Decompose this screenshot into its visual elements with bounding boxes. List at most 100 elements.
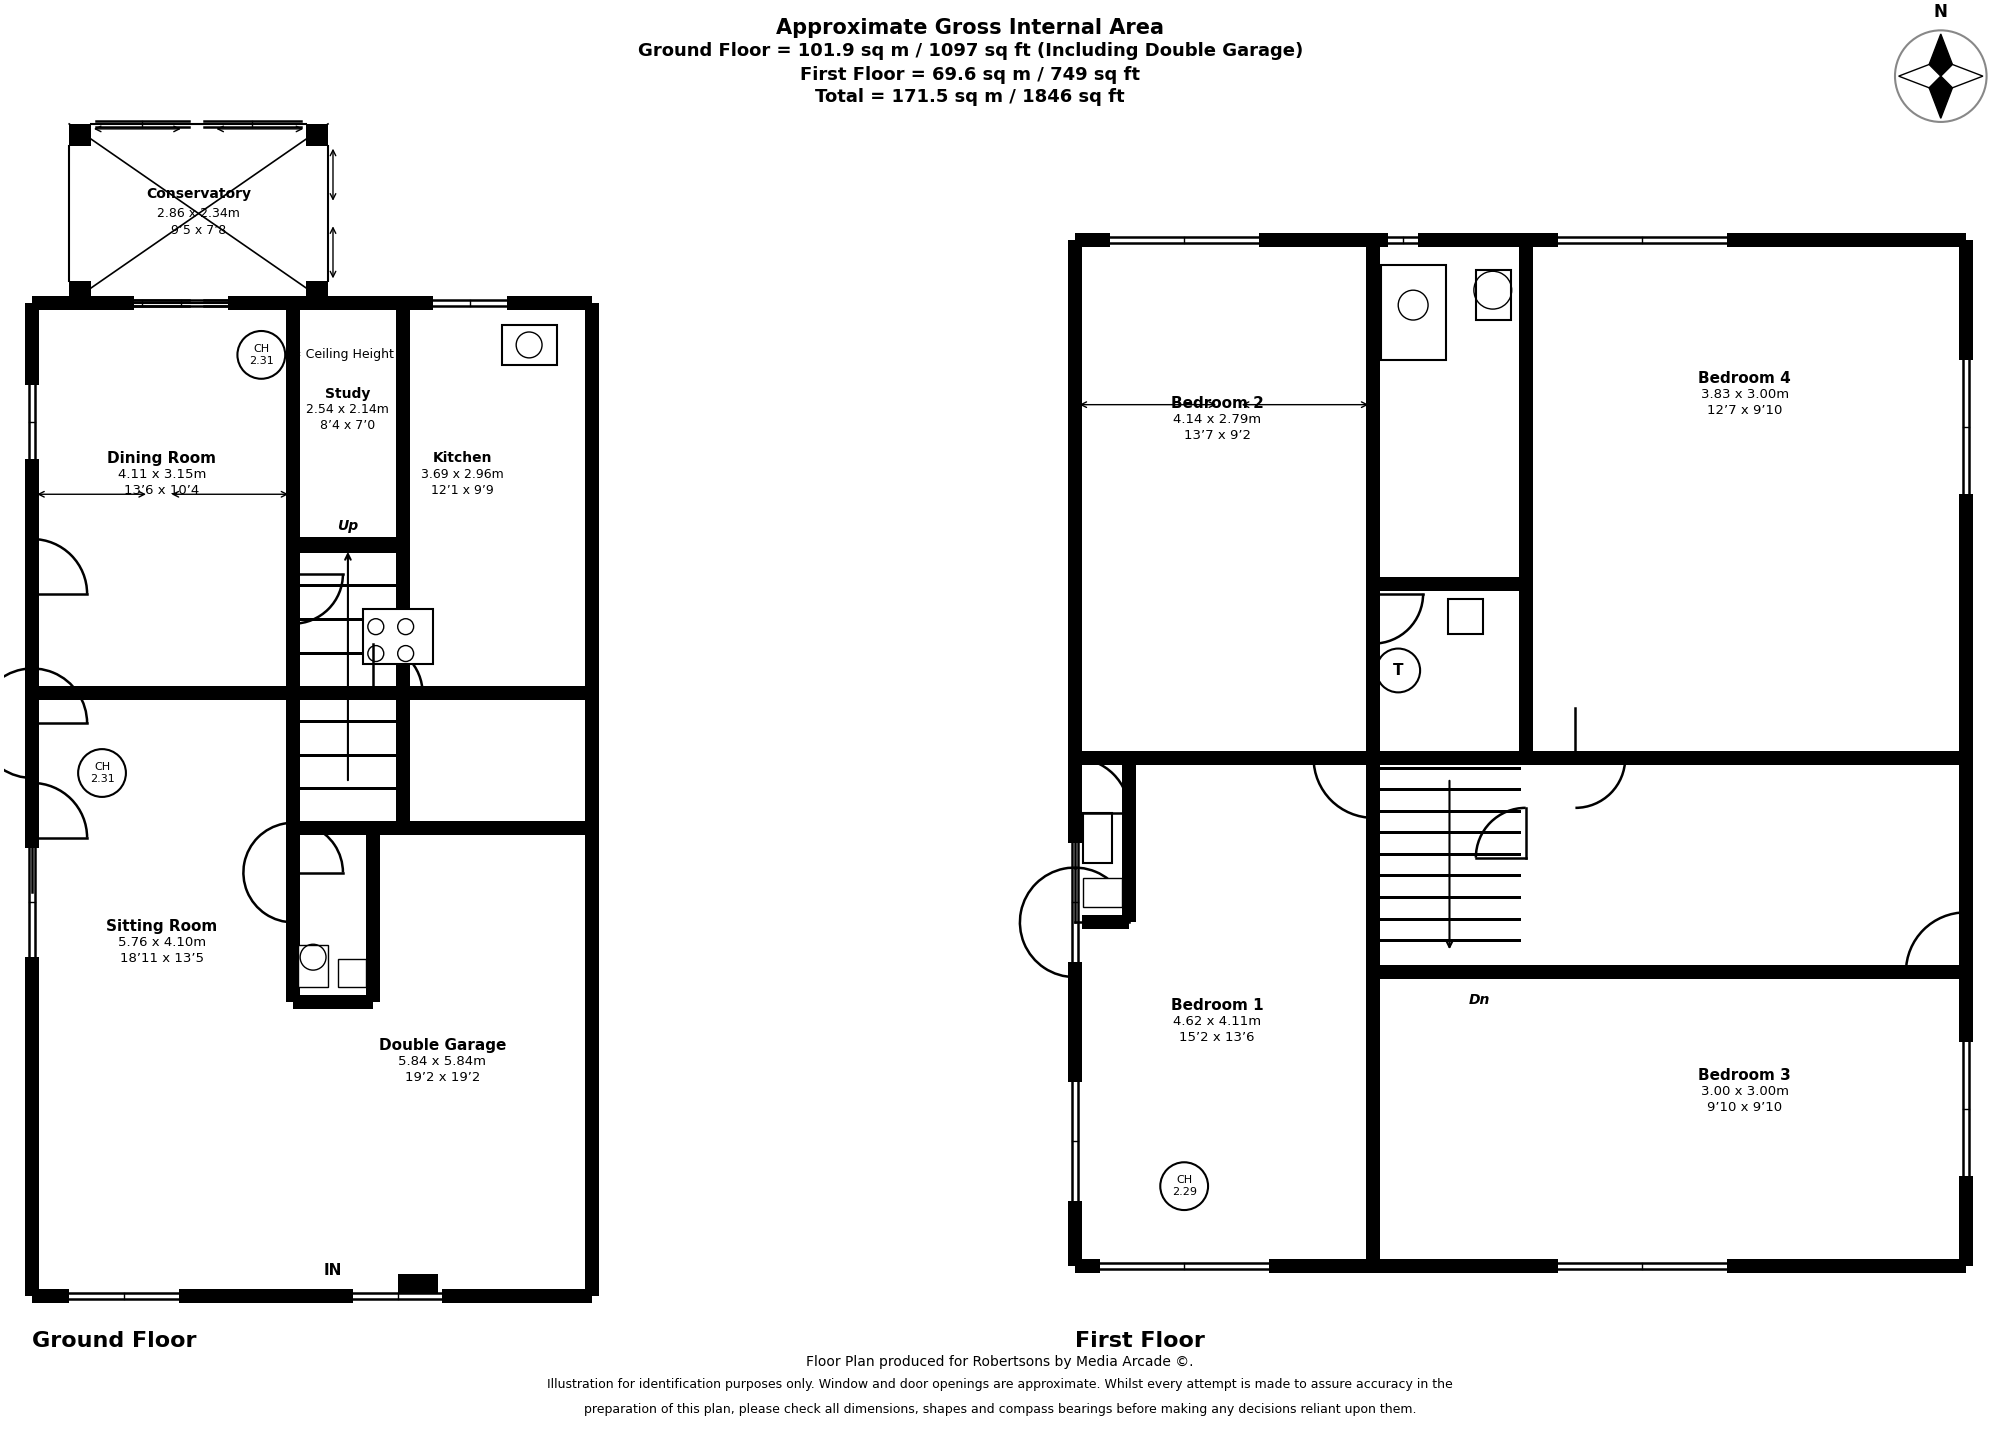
Text: 5.76 x 4.10m: 5.76 x 4.10m	[118, 936, 206, 949]
Bar	[298, 720, 400, 722]
Text: Total = 171.5 sq m / 1846 sq ft: Total = 171.5 sq m / 1846 sq ft	[816, 88, 1124, 105]
Text: N: N	[1934, 3, 1948, 22]
Text: Dn: Dn	[1468, 993, 1490, 1007]
Text: 13’7 x 9’2: 13’7 x 9’2	[1184, 429, 1250, 442]
Bar	[1074, 234, 1966, 247]
Bar	[432, 296, 508, 311]
Text: IN: IN	[324, 1263, 342, 1279]
Bar	[1074, 1259, 1966, 1273]
Bar	[298, 584, 400, 587]
Text: 13’6 x 10’4: 13’6 x 10’4	[124, 484, 200, 497]
Bar	[1378, 809, 1520, 812]
Text: Floor Plan produced for Robertsons by Media Arcade ©.: Floor Plan produced for Robertsons by Me…	[806, 1355, 1194, 1370]
Text: T: T	[1392, 663, 1404, 678]
Bar	[96, 299, 188, 308]
Bar	[1110, 234, 1258, 247]
Bar	[1068, 842, 1082, 962]
Text: Ground Floor = 101.9 sq m / 1097 sq ft (Including Double Garage): Ground Floor = 101.9 sq m / 1097 sq ft (…	[638, 42, 1302, 61]
Bar	[1518, 240, 1532, 759]
Bar	[1122, 759, 1136, 922]
Bar	[1374, 577, 1526, 591]
Bar	[298, 788, 400, 790]
Bar	[70, 282, 92, 303]
Text: Approximate Gross Internal Area: Approximate Gross Internal Area	[776, 19, 1164, 39]
Bar	[1366, 759, 1380, 1266]
Text: 12’1 x 9’9: 12’1 x 9’9	[432, 484, 494, 497]
Bar	[338, 959, 366, 987]
Polygon shape	[1898, 65, 1940, 88]
Bar	[1958, 1042, 1972, 1176]
Bar	[396, 543, 410, 828]
Bar	[1558, 1259, 1726, 1273]
Bar	[1958, 360, 1972, 494]
Text: CH
2.31: CH 2.31	[90, 762, 114, 783]
Text: 15’2 x 13’6: 15’2 x 13’6	[1180, 1032, 1254, 1045]
Bar	[294, 686, 592, 701]
Bar	[298, 754, 400, 757]
Bar	[1378, 788, 1520, 790]
Bar	[298, 945, 328, 987]
Bar	[26, 303, 40, 1296]
Bar	[398, 1274, 438, 1293]
Text: 4.14 x 2.79m: 4.14 x 2.79m	[1172, 413, 1262, 426]
Text: = Ceiling Height: = Ceiling Height	[292, 348, 394, 361]
Bar	[1074, 915, 1130, 929]
Text: 5.84 x 5.84m: 5.84 x 5.84m	[398, 1055, 486, 1068]
Text: preparation of this plan, please check all dimensions, shapes and compass bearin: preparation of this plan, please check a…	[584, 1403, 1416, 1416]
Bar	[298, 551, 400, 553]
Text: CH
2.31: CH 2.31	[248, 344, 274, 366]
Bar	[1068, 240, 1082, 1266]
Text: Conservatory: Conservatory	[146, 186, 252, 201]
Bar	[1074, 751, 1966, 764]
Text: 8’4 x 7’0: 8’4 x 7’0	[320, 419, 376, 432]
Text: 9’5 x 7’8: 9’5 x 7’8	[170, 224, 226, 237]
Text: 3.83 x 3.00m: 3.83 x 3.00m	[1700, 389, 1788, 402]
Text: Sitting Room: Sitting Room	[106, 919, 218, 933]
Bar	[298, 686, 400, 689]
Bar	[1382, 266, 1446, 360]
Text: 3.00 x 3.00m: 3.00 x 3.00m	[1700, 1085, 1788, 1098]
Bar	[26, 848, 40, 957]
Bar	[1378, 831, 1520, 834]
Text: 9’10 x 9’10: 9’10 x 9’10	[1708, 1101, 1782, 1114]
Text: Dining Room: Dining Room	[108, 451, 216, 465]
Bar	[204, 299, 302, 308]
Bar	[70, 1289, 178, 1302]
Bar	[298, 618, 400, 621]
Bar	[1378, 766, 1520, 770]
Bar	[298, 652, 400, 655]
Text: CH
2.29: CH 2.29	[1172, 1175, 1196, 1196]
Text: 19’2 x 19’2: 19’2 x 19’2	[404, 1071, 480, 1084]
Text: Kitchen: Kitchen	[432, 451, 492, 465]
Bar	[1378, 918, 1520, 920]
Bar	[294, 996, 372, 1009]
Bar	[1476, 270, 1510, 319]
Bar	[1378, 853, 1520, 855]
Text: Up: Up	[338, 519, 358, 533]
Text: Bedroom 1: Bedroom 1	[1170, 998, 1264, 1013]
Bar	[306, 124, 328, 146]
Bar	[306, 282, 328, 303]
Text: 2.54 x 2.14m: 2.54 x 2.14m	[306, 403, 390, 416]
Text: 3.69 x 2.96m: 3.69 x 2.96m	[422, 468, 504, 481]
Bar	[96, 120, 188, 129]
Polygon shape	[1940, 65, 1982, 88]
Bar	[584, 303, 598, 1296]
Bar	[1082, 814, 1112, 863]
Text: 18’11 x 13’5: 18’11 x 13’5	[120, 952, 204, 965]
Text: Bedroom 3: Bedroom 3	[1698, 1068, 1792, 1084]
Bar	[286, 303, 300, 694]
Polygon shape	[1930, 35, 1952, 77]
Bar	[1068, 1082, 1082, 1201]
Bar	[294, 821, 592, 835]
Bar	[1100, 1259, 1268, 1273]
Polygon shape	[1930, 77, 1952, 118]
Bar	[362, 608, 432, 663]
Bar	[1082, 877, 1122, 907]
Bar	[32, 1289, 592, 1302]
Bar	[32, 686, 294, 701]
Bar	[502, 325, 556, 364]
Bar	[1388, 234, 1418, 247]
Bar	[1374, 965, 1966, 980]
Bar	[32, 296, 592, 311]
